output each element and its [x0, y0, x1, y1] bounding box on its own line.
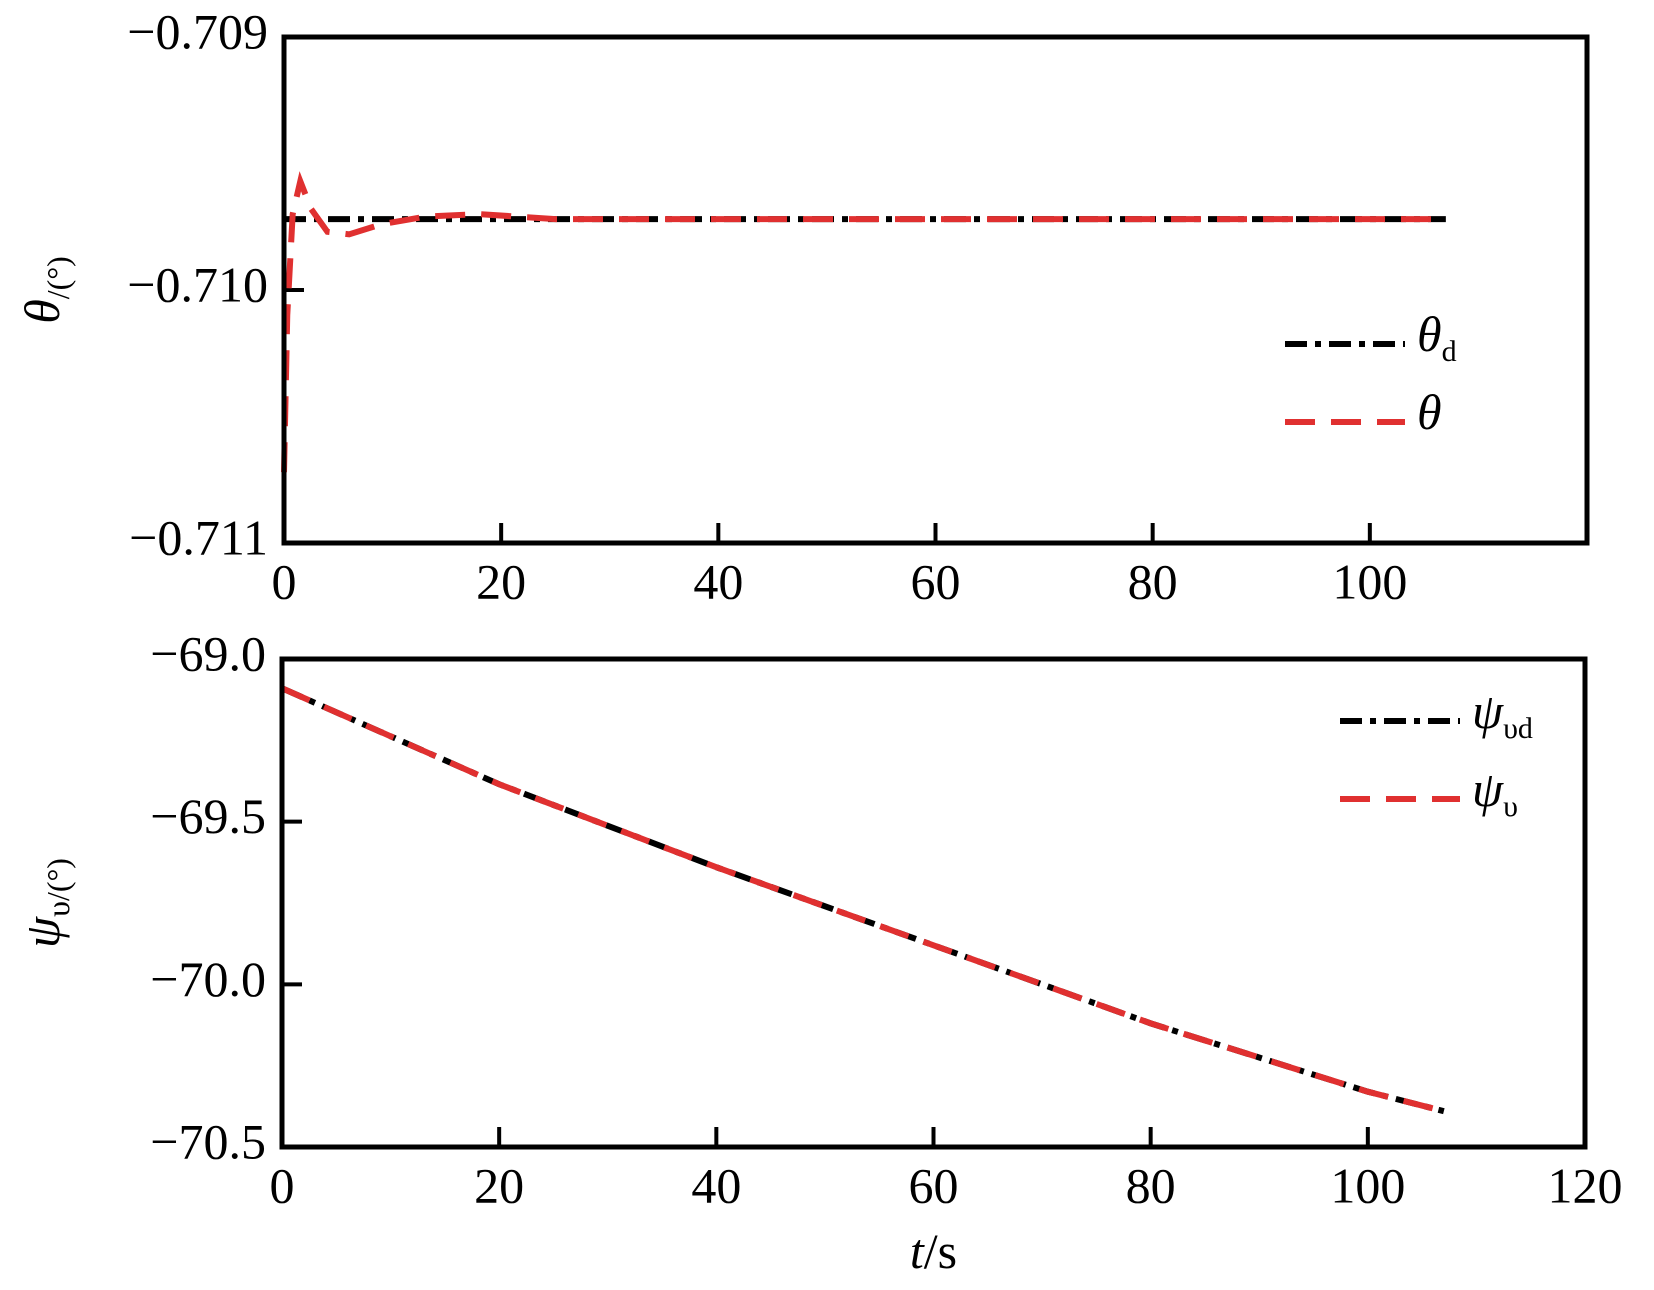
x-tick-label: 40	[693, 553, 743, 609]
x-tick-label: 20	[476, 553, 526, 609]
legend-label: θd	[1417, 306, 1457, 367]
y-tick-label: −70.5	[150, 1113, 266, 1169]
x-tick-label: 60	[909, 1157, 959, 1213]
legend-label: θ	[1417, 384, 1442, 440]
x-tick-label: 60	[911, 553, 961, 609]
y-tick-label: −0.711	[129, 509, 268, 565]
y-tick-label: −0.710	[127, 256, 268, 312]
x-tick-label: 120	[1548, 1157, 1623, 1213]
y-tick-label: −69.0	[150, 625, 266, 681]
x-tick-label: 20	[474, 1157, 524, 1213]
x-tick-label: 0	[272, 553, 297, 609]
line-series	[280, 685, 1445, 1115]
y-axis-label: ψυ/(°)	[14, 858, 76, 948]
line-series	[281, 171, 1448, 473]
y-tick-label: −0.709	[127, 3, 268, 59]
plot-frame	[281, 34, 1590, 546]
x-tick-label: 40	[691, 1157, 741, 1213]
y-tick-label: −69.5	[150, 788, 266, 844]
y-tick-label: −70.0	[150, 951, 266, 1007]
x-tick-label: 80	[1128, 553, 1178, 609]
x-tick-label: 80	[1126, 1157, 1176, 1213]
line-series	[280, 685, 1445, 1115]
x-tick-label: 100	[1330, 1157, 1405, 1213]
legend-label: ψυ	[1472, 761, 1518, 822]
plot-frame	[279, 656, 1588, 1150]
x-tick-label: 100	[1332, 553, 1407, 609]
x-tick-label: 0	[270, 1157, 295, 1213]
legend-label: ψυd	[1472, 683, 1533, 744]
y-axis-label: θ/(°)	[14, 256, 76, 324]
x-axis-label: t/s	[910, 1223, 957, 1279]
